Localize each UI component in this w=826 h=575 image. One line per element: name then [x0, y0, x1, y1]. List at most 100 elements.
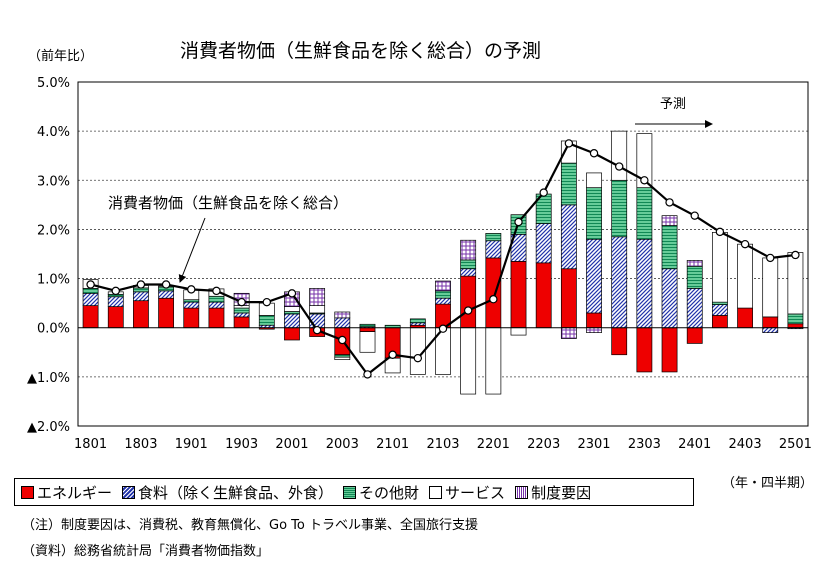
energy-bar: [586, 312, 602, 329]
cpi-line-annotation: 消費者物価（生鮮食品を除く総合）: [108, 194, 348, 212]
other-goods-bar: [611, 179, 628, 238]
food-bar: [535, 223, 552, 264]
legend-item-institutional: 制度要因: [515, 482, 591, 503]
energy-bar: [107, 306, 124, 329]
other-goods-bar: [82, 288, 99, 294]
food-bar: [158, 290, 175, 299]
food-bar: [586, 238, 602, 314]
gridlines: [77, 81, 809, 427]
cpi-line-point: [413, 353, 423, 363]
plot-frame: [77, 81, 809, 427]
energy-bar: [711, 315, 728, 329]
legend-label: エネルギー: [37, 483, 113, 502]
x-tick-label: 2201: [477, 437, 510, 452]
cpi-line-point: [161, 280, 171, 289]
legend-item-energy: エネルギー: [21, 482, 112, 503]
legend-label: その他財: [359, 483, 420, 502]
cpi-line-point: [212, 286, 221, 296]
other-goods-bar: [661, 225, 678, 270]
y-axis: 5.0% 4.0% 3.0% 2.0% 1.0% 0.0% ▲1.0% ▲2.0%: [27, 76, 70, 435]
cpi-line-point: [665, 198, 674, 207]
other-goods-bar: [460, 259, 477, 270]
services-bar: [586, 172, 602, 189]
x-axis: 1801 1803 1901 1903 2001 2003 2101 2103 2201 2203…: [74, 437, 812, 452]
institutional-bar: [586, 327, 602, 333]
energy-bar: [284, 327, 300, 341]
services-bar: [334, 356, 351, 361]
cpi-line-point: [237, 297, 246, 307]
cpi-line-point: [463, 306, 473, 315]
legend-label: サービス: [445, 483, 506, 502]
y-tick-label: 4.0%: [37, 125, 70, 140]
x-tick-label: 2303: [628, 437, 661, 452]
cpi-line-point: [589, 149, 599, 158]
food-bar: [661, 268, 678, 329]
food-bar: [636, 238, 653, 329]
services-bar: [711, 232, 728, 303]
legend-swatch: [21, 485, 34, 499]
x-tick-label: 2203: [527, 437, 560, 452]
source-note: （資料）総務省統計局「消費者物価指数」: [22, 544, 270, 559]
other-goods-bar: [435, 290, 451, 299]
cpi-line-point: [86, 280, 95, 289]
stacked-bars: [78, 130, 808, 395]
food-bar: [485, 240, 502, 259]
cpi-line-point: [740, 239, 750, 249]
legend-label: 食料（除く生鮮食品、外食）: [138, 483, 334, 502]
energy-bar: [460, 275, 477, 329]
legend-label: 制度要因: [531, 483, 592, 502]
y-tick-label: 1.0%: [37, 273, 70, 288]
forecast-label: 予測: [660, 97, 686, 112]
food-bar: [133, 291, 149, 302]
y-tick-label: 0.0%: [37, 322, 70, 337]
energy-bar: [535, 262, 552, 329]
services-bar: [460, 327, 477, 395]
energy-bar: [359, 327, 376, 332]
energy-bar: [183, 307, 200, 329]
x-tick-label: 2103: [426, 437, 459, 452]
food-bar: [460, 268, 477, 277]
food-bar: [560, 204, 577, 270]
food-bar: [686, 288, 703, 329]
other-goods-bar: [409, 318, 426, 324]
cpi-line-point: [136, 280, 146, 289]
services-bar: [510, 327, 527, 336]
services-bar: [737, 243, 753, 309]
food-bar: [334, 317, 351, 329]
energy-bar: [611, 327, 628, 356]
energy-bar: [762, 316, 779, 329]
institutional-bar: [460, 239, 477, 261]
services-bar: [284, 306, 300, 312]
food-bar: [208, 301, 225, 309]
cpi-line-point: [539, 188, 548, 197]
x-tick-label: 2003: [326, 437, 359, 452]
y-tick-label: ▲2.0%: [27, 420, 70, 435]
x-tick-label: 2403: [729, 437, 762, 452]
institutional-bar: [334, 311, 351, 319]
energy-bar: [636, 327, 653, 373]
cpi-line-point: [489, 295, 498, 304]
x-tick-label: 2301: [577, 437, 610, 452]
energy-bar: [158, 297, 175, 329]
other-goods-bar: [586, 187, 602, 240]
energy-bar: [787, 323, 804, 329]
food-bar: [711, 304, 728, 316]
cpi-line-point: [564, 139, 574, 148]
energy-bar: [686, 327, 703, 344]
services-bar: [762, 257, 779, 318]
energy-bar: [737, 307, 753, 329]
institutional-bar: [309, 288, 326, 306]
legend-swatch: [122, 485, 136, 499]
other-goods-bar: [485, 233, 502, 242]
legend-swatch: [429, 485, 443, 499]
x-axis-unit-label: （年・四半期）: [722, 476, 814, 491]
institutional-bar: [560, 327, 577, 339]
cpi-line-point: [187, 285, 196, 294]
institutional-bar: [435, 280, 451, 292]
services-bar: [611, 130, 628, 181]
food-bar: [107, 296, 124, 307]
legend-item-food: 食料（除く生鮮食品、外食）: [122, 482, 333, 503]
cpi-line-point: [514, 217, 523, 227]
annotations: 消費者物価（生鮮食品を除く総合） 予測: [108, 97, 713, 283]
